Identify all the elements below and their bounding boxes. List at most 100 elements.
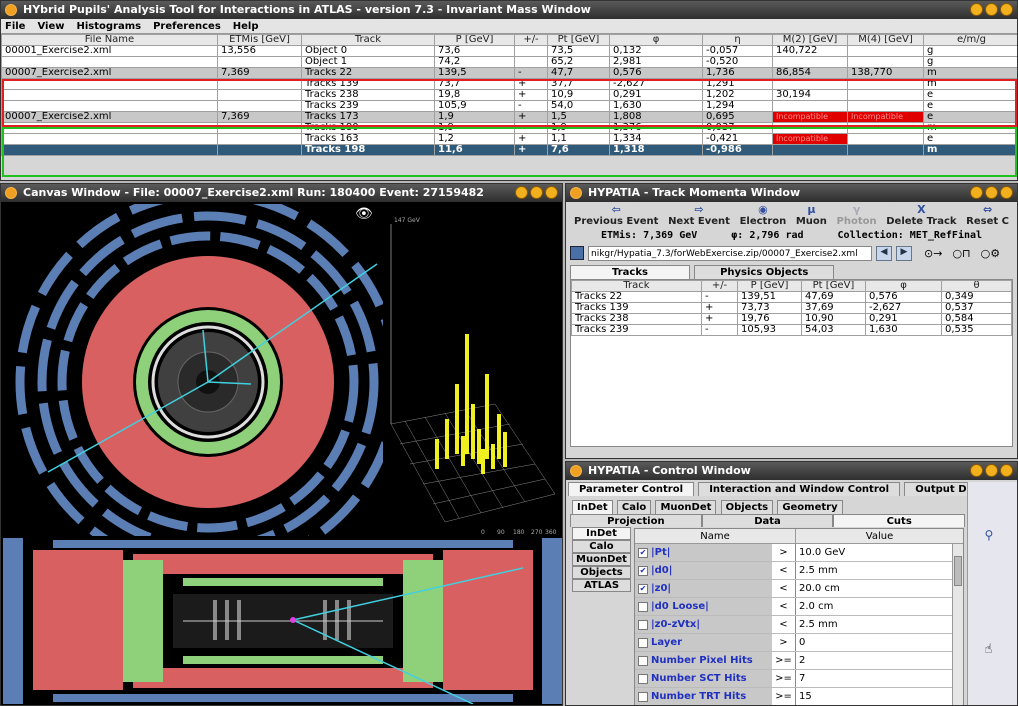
muon-button[interactable]: μ Muon (795, 203, 827, 228)
table-row[interactable]: Tracks 198 11,6 +7,6 1,318 -0,986 m (1, 144, 1017, 156)
tab-cuts[interactable]: Cuts (833, 514, 966, 527)
cut-operator[interactable]: >= (775, 691, 792, 702)
cut-row[interactable]: Number TRT Hits >= 15 (635, 688, 963, 705)
side-tab-objects[interactable]: Objects (572, 566, 631, 579)
table-row[interactable]: Tracks 239-105,93 54,03 1,630 0,535 (571, 324, 1012, 336)
table-row[interactable]: Tracks 180 1,9-1,9 1,376 0,037 m (1, 122, 1017, 134)
cut-value-field[interactable]: 0 (795, 634, 951, 651)
cut-value-field[interactable]: 10.0 GeV (795, 544, 951, 561)
column-header[interactable]: +/- (701, 280, 738, 292)
table-row[interactable]: Tracks 22-139,51 47,69 0,576 0,349 (571, 291, 1012, 303)
side-tab-calo[interactable]: Calo (572, 540, 631, 553)
previous-event-button[interactable]: ⇦ Previous Event (574, 203, 659, 228)
tab-objects[interactable]: Objects (720, 500, 774, 514)
close-button[interactable] (545, 186, 558, 199)
cut-row[interactable]: ✔ |Pt| >10.0 GeV (635, 544, 963, 562)
table-row[interactable]: Tracks 239 105,9-54,0 1,630 1,294 e (1, 100, 1017, 112)
cut-operator[interactable]: < (779, 619, 788, 630)
column-header[interactable]: ETMis [GeV] (217, 34, 302, 46)
column-header[interactable]: φ (609, 34, 703, 46)
column-header[interactable]: Track (571, 280, 702, 292)
cut-value-field[interactable]: 2.5 mm (795, 562, 951, 579)
cut-row[interactable]: Layer >0 (635, 634, 963, 652)
table-row[interactable]: Tracks 163 1,2 +1,1 1,334 -0,421 Incompatible… (1, 133, 1017, 145)
table-row[interactable]: Tracks 238 +19,76 10,90 0,291 0,584 (571, 313, 1012, 325)
cut-row[interactable]: |z0-zVtx| <2.5 mm (635, 616, 963, 634)
minimize-button[interactable] (970, 3, 983, 16)
table-row[interactable]: 00007_Exercise2.xml 7,369 Tracks 173 1,9 +1,… (1, 111, 1017, 123)
control-title-bar[interactable]: HYPATIA - Control Window (566, 462, 1017, 480)
minimize-button[interactable] (515, 186, 528, 199)
maximize-button[interactable] (530, 186, 543, 199)
open-icon[interactable]: ○⊓ (952, 246, 971, 260)
minimize-button[interactable] (970, 464, 983, 477)
close-button[interactable] (1000, 3, 1013, 16)
cut-value-field[interactable]: 2.5 mm (795, 616, 951, 633)
reset-button[interactable]: ⇔ Reset C (966, 203, 1009, 228)
next-event-button[interactable]: ⇨ Next Event (668, 203, 730, 228)
tab-muondet[interactable]: MuonDet (655, 500, 717, 514)
save-icon[interactable] (570, 246, 584, 260)
cut-checkbox[interactable] (638, 619, 648, 630)
cut-operator[interactable]: >= (775, 655, 792, 666)
maximize-button[interactable] (985, 3, 998, 16)
close-button[interactable] (1000, 464, 1013, 477)
rz-projection-view[interactable] (3, 538, 562, 704)
menu-histograms[interactable]: Histograms (76, 21, 142, 32)
column-header[interactable]: P [GeV] (434, 34, 515, 46)
cut-row[interactable]: ✔ |d0| <2.5 mm (635, 562, 963, 580)
table-row[interactable]: 00007_Exercise2.xml 7,369 Tracks 22 139,5-4… (1, 67, 1017, 79)
prev-file-icon[interactable]: ◀ (876, 245, 892, 261)
column-header[interactable]: Pt [GeV] (801, 280, 866, 292)
export-icon[interactable]: ⊙→ (924, 246, 943, 260)
table-row[interactable]: Object 1 74,2 65,2 2,981 -0,520 g (1, 56, 1017, 68)
table-row[interactable]: Tracks 139 73,7 +37,7 -2,627 1,291 m (1, 78, 1017, 90)
cut-value-field[interactable]: 15 (795, 688, 951, 705)
tab-tracks[interactable]: Tracks (570, 265, 690, 279)
cut-row[interactable]: ✔ |z0| <20.0 cm (635, 580, 963, 598)
cut-checkbox[interactable]: ✔ (638, 547, 648, 558)
tab-projection[interactable]: Projection (570, 514, 702, 527)
tab-physics-objects[interactable]: Physics Objects (694, 265, 835, 279)
lego-plot-view[interactable]: 147 GeV 0 90 180 270 360 (385, 204, 562, 536)
menu-file[interactable]: File (5, 21, 26, 32)
next-file-icon[interactable]: ▶ (896, 245, 912, 261)
tab-data[interactable]: Data (701, 514, 834, 527)
menu-preferences[interactable]: Preferences (153, 21, 221, 32)
file-path-field[interactable]: nikgr/Hypatia_7.3/forWebExercise.zip/000… (588, 245, 872, 261)
canvas-title-bar[interactable]: Canvas Window - File: 00007_Exercise2.xm… (1, 184, 562, 202)
cut-checkbox[interactable] (638, 691, 648, 702)
maximize-button[interactable] (985, 464, 998, 477)
cut-checkbox[interactable]: ✔ (638, 583, 648, 594)
hand-pointer-icon[interactable]: ☝ (984, 642, 993, 657)
fisheye-icon[interactable]: ⚲ (984, 528, 994, 542)
column-header[interactable]: e/m/g (923, 34, 1017, 46)
invariant-mass-title-bar[interactable]: HYbrid Pupils' Analysis Tool for Interac… (1, 1, 1017, 19)
column-header[interactable]: φ (865, 280, 942, 292)
photon-button[interactable]: γ Photon (836, 203, 877, 228)
delete-track-button[interactable]: X Delete Track (886, 203, 957, 228)
table-row[interactable]: Tracks 139 +73,73 37,69 -2,627 0,537 (571, 302, 1012, 314)
column-header[interactable]: Track (301, 34, 435, 46)
cut-operator[interactable]: > (779, 547, 788, 558)
cut-checkbox[interactable] (638, 655, 648, 666)
tab-calo[interactable]: Calo (616, 500, 652, 514)
cut-operator[interactable]: < (779, 601, 788, 612)
side-tab-muondet[interactable]: MuonDet (572, 553, 631, 566)
side-tab-atlas[interactable]: ATLAS (572, 579, 631, 592)
tab-parameter-control[interactable]: Parameter Control (568, 482, 695, 496)
minimize-button[interactable] (970, 186, 983, 199)
settings-icon[interactable]: ○⚙ (980, 246, 1001, 260)
tab-geometry[interactable]: Geometry (777, 500, 843, 514)
cut-row[interactable]: |d0 Loose| <2.0 cm (635, 598, 963, 616)
side-tab-indet[interactable]: InDet (572, 527, 631, 540)
column-header[interactable]: P [GeV] (737, 280, 802, 292)
column-header[interactable]: M(4) [GeV] (847, 34, 924, 46)
maximize-button[interactable] (985, 186, 998, 199)
menu-help[interactable]: Help (232, 21, 259, 32)
column-header[interactable]: M(2) [GeV] (772, 34, 848, 46)
tab-interaction-window-control[interactable]: Interaction and Window Control (698, 482, 901, 496)
cut-row[interactable]: Number Pixel Hits >= 2 (635, 652, 963, 670)
table-row[interactable]: 00001_Exercise2.xml 13,556 Object 0 73,6 73,… (1, 45, 1017, 57)
column-header[interactable]: Pt [GeV] (547, 34, 610, 46)
